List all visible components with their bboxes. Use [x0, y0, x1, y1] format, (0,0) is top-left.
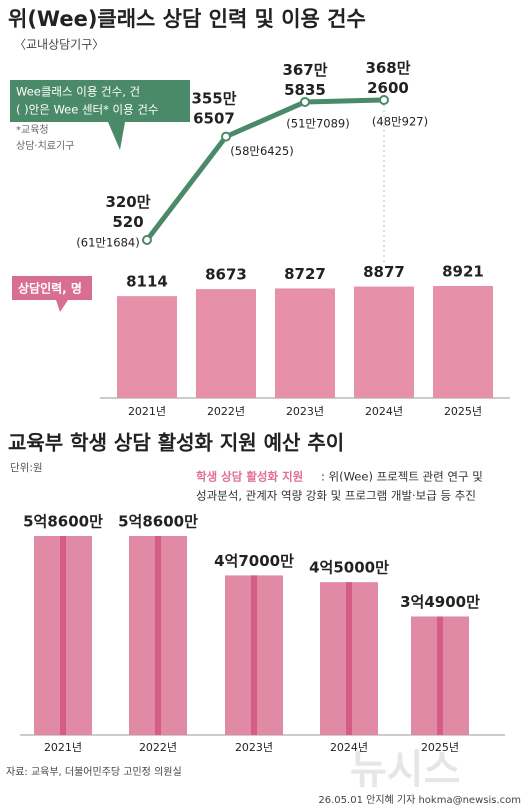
value-label: 368만 2600: [365, 59, 410, 97]
bar-stripe: [251, 575, 257, 735]
point: [221, 131, 231, 142]
bar: [354, 286, 414, 398]
value-label-line: 6507: [193, 109, 235, 127]
note-text: 성과분석, 관계자 역량 강화 및 프로그램 개발·보급 등 추진: [196, 489, 476, 503]
credit: 26.05.01 안지혜 기자 hokma@newsis.com: [318, 794, 521, 806]
bar-stripe: [60, 536, 66, 735]
x-tick-label: 2022년: [207, 405, 245, 418]
value-label: 4억7000만: [214, 552, 294, 570]
value-label: 5억8600만: [23, 513, 103, 531]
sub-value-label: (48만927): [372, 115, 428, 129]
subtitle: 〈교내상담기구〉: [14, 38, 104, 52]
bar-stripe: [437, 616, 443, 735]
sub-value-label: (58만6425): [230, 144, 293, 158]
bar-stripe: [155, 536, 161, 735]
value-label-line: 520: [112, 213, 143, 231]
legend-box: [10, 80, 190, 150]
value-label: 8114: [126, 273, 168, 291]
sub-value-label: (61만1684): [76, 236, 139, 250]
x-tick-label: 2021년: [128, 405, 166, 418]
title: 위(Wee)클래스 상담 인력 및 이용 건수: [8, 7, 366, 31]
bar-label-box: [12, 276, 92, 312]
bar: [117, 296, 177, 398]
value-label: 320만 520: [105, 193, 150, 231]
value-label: 4억5000만: [309, 559, 389, 577]
source: 자료: 교육부, 더불어민주당 고민정 의원실: [6, 766, 182, 778]
value-label: 367만 5835: [282, 60, 327, 98]
x-tick-label: 2025년: [421, 741, 459, 754]
value-label: 355만 6507: [191, 89, 236, 127]
footnote: 상담·치료기구: [16, 140, 74, 152]
x-tick-label: 2023년: [235, 741, 273, 754]
bar: [433, 286, 493, 398]
chart-title: 교육부 학생 상담 활성화 지원 예산 추이: [8, 431, 344, 455]
x-tick-label: 2025년: [444, 405, 482, 418]
x-tick-label: 2024년: [330, 741, 368, 754]
x-tick-label: 2024년: [365, 405, 403, 418]
x-tick-label: 2023년: [286, 405, 324, 418]
point: [142, 235, 152, 245]
value-label-line: 2600: [367, 79, 409, 97]
value-label: 8921: [442, 263, 484, 281]
x-tick-label: 2022년: [139, 741, 177, 754]
value-label-line: 5835: [284, 80, 326, 98]
x-tick-label: 2021년: [44, 741, 82, 754]
note-text: : 위(Wee) 프로젝트 관련 연구 및: [321, 470, 483, 484]
point: [300, 96, 310, 107]
sub-value-label: (51만7089): [286, 116, 349, 130]
point: [379, 95, 389, 105]
value-label: 8877: [363, 263, 405, 281]
watermark: 뉴시스: [350, 747, 460, 793]
value-label-line: 355만: [191, 89, 236, 107]
bar-label: 상담인력, 명: [18, 281, 82, 296]
value-label-line: 367만: [282, 60, 327, 78]
value-label-line: 320만: [105, 193, 150, 211]
bar: [275, 288, 335, 398]
value-label: 8727: [284, 265, 326, 283]
legend-label: Wee클래스 이용 건수, 건: [16, 85, 140, 99]
value-label-line: 368만: [365, 59, 410, 77]
footnote: *교육청: [16, 124, 49, 136]
note-key: 학생 상담 활성화 지원: [196, 470, 303, 484]
value-label: 5억8600만: [118, 513, 198, 531]
legend-label: ( )안은 Wee 센터* 이용 건수: [16, 103, 159, 117]
bar: [196, 289, 256, 398]
value-label: 8673: [205, 266, 247, 284]
unit: 단위:원: [10, 461, 43, 474]
bar-stripe: [346, 582, 352, 735]
value-label: 3억4900만: [400, 593, 480, 611]
line: [145, 97, 385, 242]
